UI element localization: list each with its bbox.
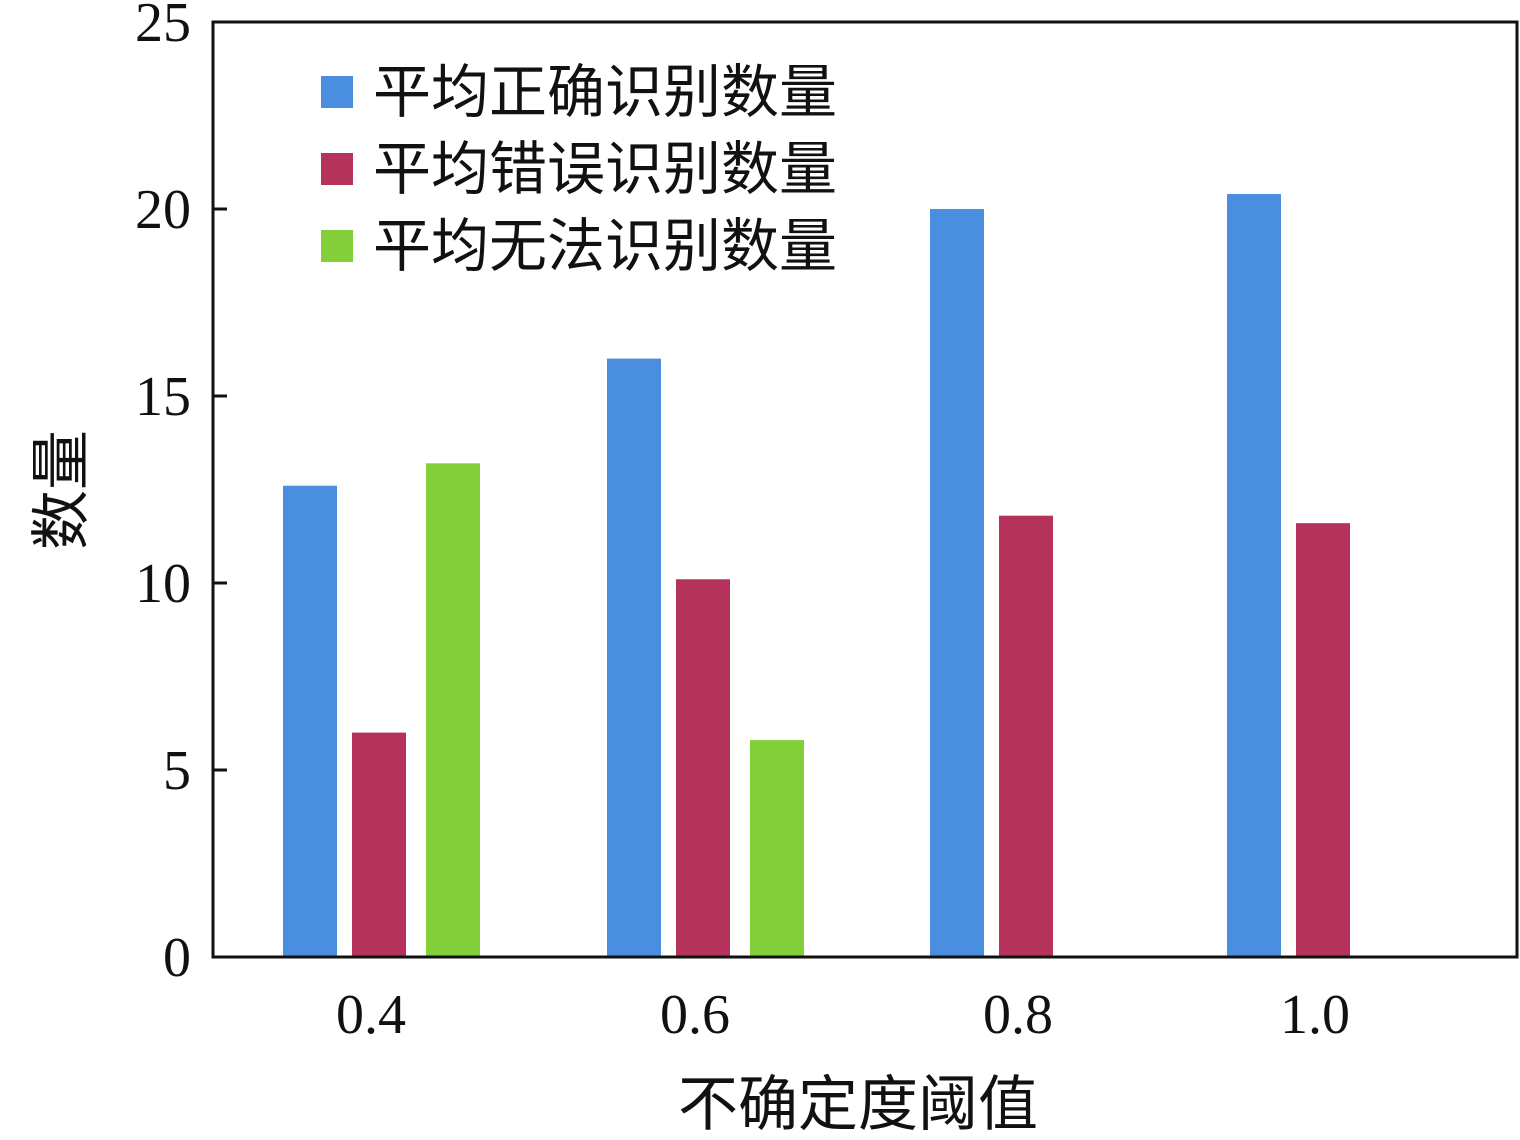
y-tick-label: 25 (135, 0, 191, 54)
y-tick-label: 0 (163, 927, 191, 989)
bar-1.0-series-1 (1227, 194, 1281, 958)
x-tick-label: 1.0 (1280, 984, 1350, 1046)
bar-0.6-series-3 (750, 740, 804, 957)
x-axis-title: 不确定度阈值 (678, 1072, 1038, 1135)
plot-frame (211, 20, 1519, 959)
legend-label-1: 平均正确识别数量 (373, 60, 837, 125)
y-tick-label: 5 (163, 740, 191, 802)
y-tick-label: 10 (135, 553, 191, 615)
legend-swatch-2 (321, 153, 353, 185)
bar-0.8-series-2 (999, 515, 1053, 957)
y-axis-title: 数量 (29, 430, 95, 550)
y-tick-label: 20 (135, 179, 191, 241)
bar-0.6-series-1 (607, 358, 661, 958)
bar-1.0-series-2 (1296, 523, 1350, 957)
legend-label-3: 平均无法识别数量 (373, 214, 837, 279)
y-tick-label: 15 (135, 366, 191, 428)
x-tick-label: 0.4 (336, 984, 406, 1046)
bars-layer (283, 194, 1350, 958)
legend-swatch-1 (321, 76, 353, 108)
x-tick-label: 0.6 (660, 984, 730, 1046)
x-tick-label: 0.8 (983, 984, 1053, 1046)
legend-swatch-3 (321, 230, 353, 262)
bar-0.4-series-3 (426, 463, 480, 957)
bar-0.4-series-1 (283, 485, 337, 957)
bar-0.4-series-2 (352, 732, 406, 957)
bar-0.6-series-2 (676, 579, 730, 957)
axis-ticks: 0 5 10 15 20 25 0.4 0.6 0.8 1.0 (135, 0, 1350, 1046)
legend-label-2: 平均错误识别数量 (373, 137, 837, 202)
bar-0.8-series-1 (930, 209, 984, 957)
